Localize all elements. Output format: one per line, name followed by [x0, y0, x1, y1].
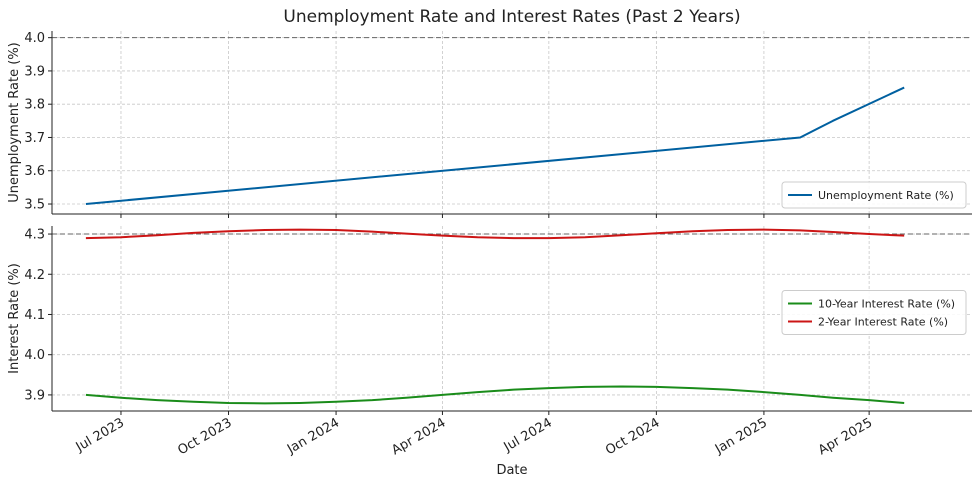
- legend-box: [781, 290, 967, 335]
- series-line-1-1: [85, 228, 905, 240]
- y-axis-label: Unemployment Rate (%): [7, 42, 22, 203]
- y-tick-label: 3.7: [24, 131, 45, 146]
- legend-label: 2-Year Interest Rate (%): [818, 316, 948, 329]
- y-tick-label: 4.1: [24, 308, 45, 323]
- y-tick-label: 4.0: [24, 348, 45, 363]
- series-line-1-0: [85, 385, 905, 405]
- legend: Unemployment Rate (%): [781, 181, 967, 209]
- y-tick-label: 3.5: [24, 198, 45, 213]
- x-axis-label: Date: [496, 463, 527, 478]
- y-tick-label: 4.3: [24, 228, 45, 243]
- x-tick-label: Jan 2025: [712, 415, 770, 457]
- x-tick-label: Apr 2025: [816, 415, 875, 458]
- y-tick-label: 3.6: [24, 164, 45, 179]
- x-tick-label: Oct 2024: [603, 415, 662, 458]
- x-tick-label: Jan 2024: [284, 415, 342, 457]
- x-tick-label: Apr 2024: [389, 415, 448, 458]
- y-tick-label: 3.9: [24, 388, 45, 403]
- chart-title: Unemployment Rate and Interest Rates (Pa…: [283, 7, 740, 27]
- series-line-0-0: [85, 86, 905, 206]
- x-tick-label: Jul 2024: [501, 415, 555, 455]
- y-tick-label: 3.8: [24, 98, 45, 113]
- y-axis-label: Interest Rate (%): [7, 263, 22, 374]
- y-tick-label: 3.9: [24, 64, 45, 79]
- y-tick-label: 4.2: [24, 268, 45, 283]
- x-tick-label: Jul 2023: [73, 415, 127, 455]
- x-tick-label: Oct 2023: [175, 415, 234, 458]
- legend: 10-Year Interest Rate (%) 2-Year Interest…: [781, 290, 967, 335]
- y-tick-label: 4.0: [24, 31, 45, 46]
- legend-box: [781, 181, 967, 209]
- panel-interest-rates: Jul 2023 Oct 2023 Jan 2024 Apr 2024 Jul 2024…: [7, 226, 972, 458]
- legend-label: Unemployment Rate (%): [818, 189, 954, 202]
- legend-label: 10-Year Interest Rate (%): [818, 298, 955, 311]
